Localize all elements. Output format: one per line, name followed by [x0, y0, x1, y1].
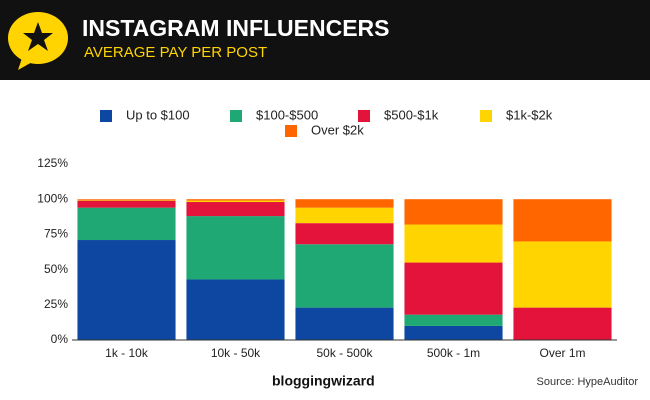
- x-tick-label: 50k - 500k: [316, 346, 373, 360]
- bar-segment: [404, 325, 503, 340]
- bar-segment: [404, 199, 503, 225]
- chart-subtitle: AVERAGE PAY PER POST: [84, 44, 267, 61]
- bar-segment: [77, 207, 176, 241]
- y-tick-label: 100%: [37, 191, 68, 205]
- bar-segment: [295, 199, 394, 208]
- x-tick-label: Over 1m: [539, 346, 585, 360]
- legend-label: $1k-$2k: [506, 107, 553, 122]
- bar-segment: [295, 244, 394, 308]
- bar-segment: [404, 314, 503, 326]
- y-tick-label: 0%: [51, 332, 69, 346]
- bar-segment: [186, 279, 285, 340]
- legend-label: Over $2k: [311, 122, 364, 137]
- legend-label: $100-$500: [256, 107, 318, 122]
- header-band: [0, 0, 650, 80]
- legend-swatch: [285, 125, 297, 137]
- bar-segment: [186, 216, 285, 280]
- bar-segment: [513, 307, 612, 340]
- legend-swatch: [230, 110, 242, 122]
- bar-segment: [404, 224, 503, 263]
- bar-segment: [186, 199, 285, 201]
- y-tick-label: 25%: [44, 297, 68, 311]
- bar-segment: [77, 200, 176, 208]
- y-tick-label: 75%: [44, 227, 68, 241]
- legend-swatch: [480, 110, 492, 122]
- x-tick-label: 10k - 50k: [211, 346, 261, 360]
- y-tick-label: 50%: [44, 262, 68, 276]
- x-tick-label: 1k - 10k: [105, 346, 149, 360]
- legend-label: Up to $100: [126, 107, 190, 122]
- source: Source: HypeAuditor: [537, 376, 639, 388]
- y-tick-label: 125%: [37, 156, 68, 170]
- bar-segment: [186, 202, 285, 217]
- legend-swatch: [100, 110, 112, 122]
- bar-segment: [513, 199, 612, 242]
- bar-segment: [77, 240, 176, 340]
- bar-segment: [186, 200, 285, 203]
- chart-title: INSTAGRAM INFLUENCERS: [82, 15, 390, 41]
- brand: bloggingwizard: [272, 373, 375, 389]
- bar-segment: [295, 307, 394, 340]
- bar-segment: [404, 262, 503, 315]
- x-tick-label: 500k - 1m: [427, 346, 480, 360]
- bar-segment: [295, 223, 394, 245]
- bar-segment: [77, 199, 176, 200]
- legend-label: $500-$1k: [384, 107, 439, 122]
- bar-segment: [77, 199, 176, 201]
- bar-segment: [295, 207, 394, 224]
- legend-swatch: [358, 110, 370, 122]
- logo-icon: [8, 12, 68, 70]
- bar-segment: [513, 241, 612, 308]
